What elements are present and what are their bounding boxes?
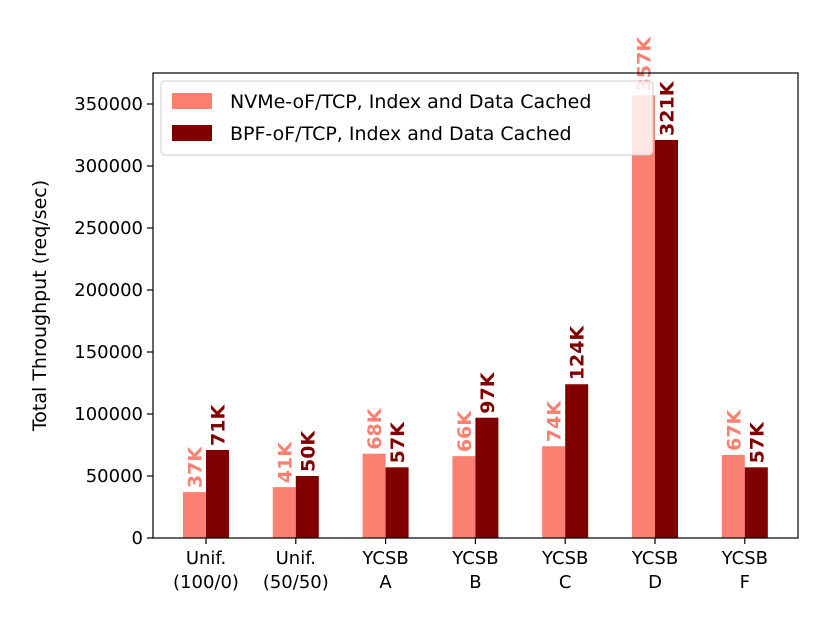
legend-label-bpf: BPF-oF/TCP, Index and Data Cached	[230, 123, 572, 145]
bar-labels-group: 37K 41K 68K 66K 74K 357K 67K 71K 50K 57K 97K 124K 32…	[185, 36, 769, 488]
bar-label-bpf-0: 71K	[208, 404, 230, 446]
bars-group	[183, 95, 768, 538]
legend: NVMe-oF/TCP, Index and Data Cached BPF-oF…	[160, 80, 654, 156]
bar-label-bpf-1: 50K	[297, 430, 319, 472]
bar-nvme-0	[183, 492, 206, 538]
x-tick-label: B	[469, 572, 481, 593]
bar-label-bpf-6: 57K	[746, 421, 768, 463]
legend-box	[160, 80, 654, 156]
y-tick-label: 200000	[74, 280, 143, 301]
bar-bpf-6	[744, 467, 768, 538]
x-tick-label: YCSB	[721, 548, 768, 569]
bar-label-nvme-6: 67K	[723, 408, 745, 450]
y-tick-label: 0	[132, 528, 143, 549]
bar-bpf-1	[295, 476, 319, 538]
bar-bpf-5	[655, 139, 678, 538]
legend-label-nvme: NVMe-oF/TCP, Index and Data Cached	[230, 91, 591, 113]
bar-label-bpf-2: 57K	[387, 421, 409, 463]
x-tick-label: YCSB	[631, 548, 678, 569]
x-axis: Unif.(100/0)Unif.(50/50)YCSBAYCSBBYCSBCY…	[173, 538, 768, 593]
bar-nvme-1	[272, 487, 296, 538]
x-tick-label: (100/0)	[173, 572, 239, 593]
x-tick-label: YCSB	[451, 548, 498, 569]
legend-swatch-nvme	[172, 93, 212, 109]
bar-label-bpf-5: 321K	[657, 80, 679, 136]
y-tick-label: 100000	[74, 404, 143, 425]
bar-nvme-6	[721, 454, 745, 538]
x-tick-label: D	[648, 572, 662, 593]
x-tick-label: C	[559, 572, 572, 593]
x-tick-label: Unif.	[186, 548, 226, 569]
y-tick-label: 300000	[74, 156, 143, 177]
bar-label-nvme-2: 68K	[364, 407, 386, 449]
bar-label-nvme-3: 66K	[454, 410, 476, 452]
bar-label-nvme-0: 37K	[185, 446, 207, 488]
x-tick-label: Unif.	[276, 548, 316, 569]
x-tick-label: YCSB	[361, 548, 408, 569]
bar-label-bpf-4: 124K	[567, 325, 589, 381]
y-tick-label: 350000	[74, 94, 143, 115]
x-tick-label: (50/50)	[263, 572, 329, 593]
bar-nvme-4	[542, 446, 566, 538]
bar-label-bpf-3: 97K	[477, 371, 499, 413]
x-tick-label: F	[740, 572, 750, 593]
bar-nvme-5	[632, 95, 655, 538]
y-tick-label: 150000	[74, 342, 143, 363]
bar-bpf-4	[565, 384, 589, 538]
bar-bpf-0	[206, 449, 229, 538]
bar-bpf-3	[475, 417, 499, 538]
bar-nvme-3	[452, 456, 476, 538]
x-tick-label: A	[379, 572, 392, 593]
bar-label-nvme-1: 41K	[274, 441, 296, 483]
y-axis-label: Total Throughput (req/sec)	[29, 180, 51, 432]
x-tick-label: YCSB	[541, 548, 588, 569]
bar-bpf-2	[385, 467, 409, 538]
bar-label-nvme-4: 74K	[544, 400, 566, 442]
bar-nvme-2	[362, 453, 386, 538]
y-tick-label: 50000	[86, 466, 143, 487]
y-axis: 0 50000 100000 150000 200000 250000 300000 3500…	[74, 94, 153, 549]
y-tick-label: 250000	[74, 218, 143, 239]
legend-swatch-bpf	[172, 125, 212, 141]
bar-label-nvme-5: 357K	[634, 36, 656, 92]
